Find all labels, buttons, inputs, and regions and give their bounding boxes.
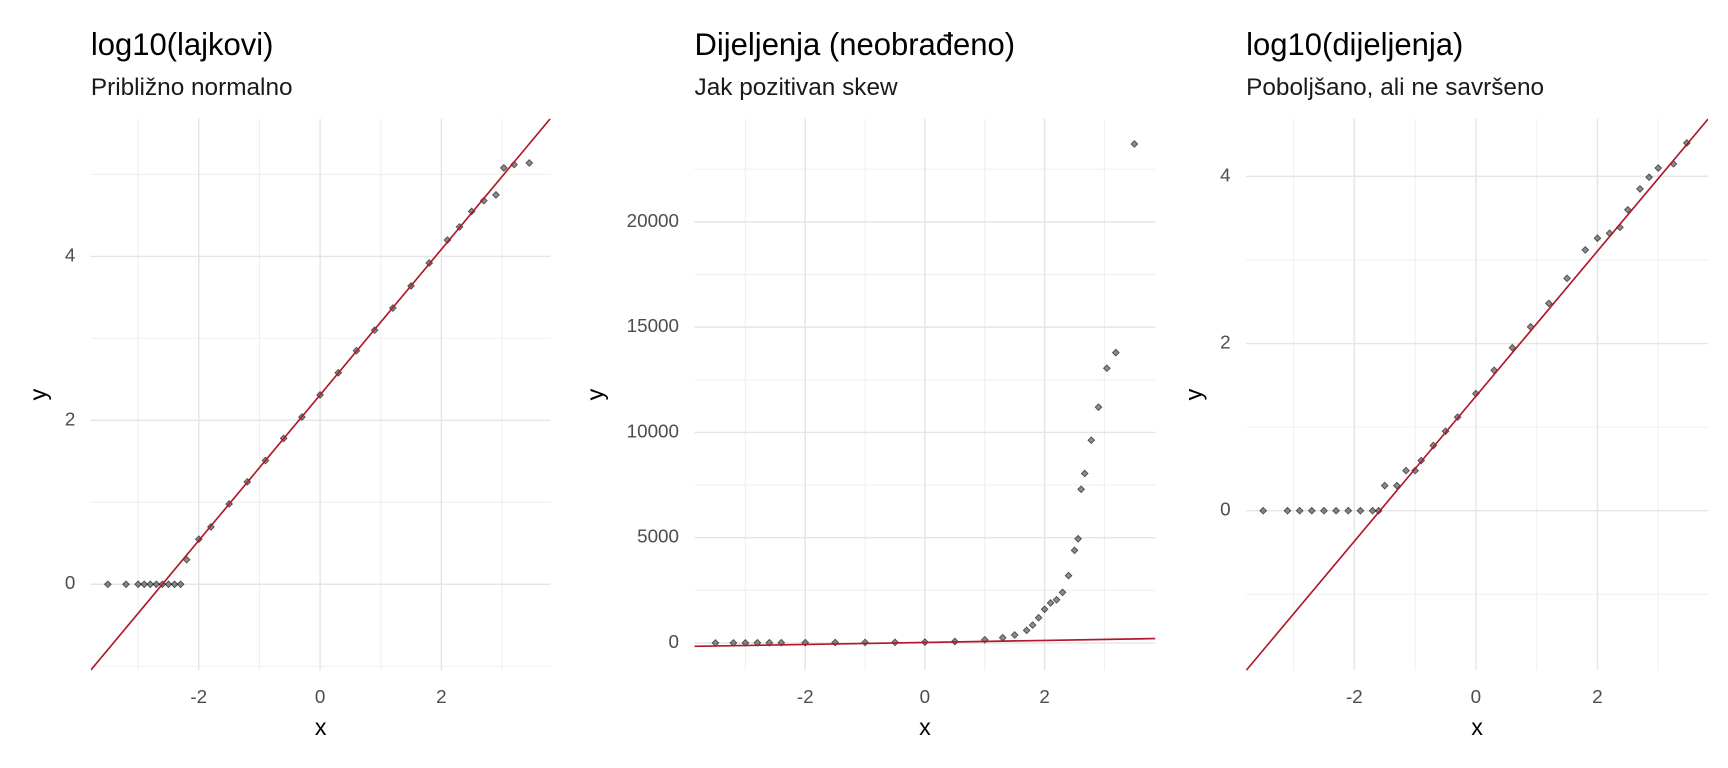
reference-line: [694, 637, 1156, 648]
x-axis-label: x: [1471, 714, 1483, 740]
y-axis-label: y: [1180, 388, 1206, 400]
qq-point: [1356, 506, 1365, 515]
x-tick-label: 0: [1471, 686, 1481, 707]
qq-point: [1064, 571, 1073, 580]
qq-point: [1283, 506, 1292, 515]
qq-point: [1332, 506, 1341, 515]
x-tick-label: -2: [1346, 686, 1363, 707]
x-axis-label: x: [315, 714, 327, 740]
x-tick-label: 2: [436, 686, 446, 707]
qq-point: [1368, 506, 1377, 515]
qq-point: [152, 580, 161, 589]
qq-point: [1130, 140, 1139, 148]
qq-point: [831, 638, 840, 647]
qq-point: [1593, 234, 1602, 243]
qq-point: [998, 633, 1007, 642]
qq-point: [1319, 506, 1328, 515]
qq-point: [1402, 466, 1410, 475]
qq-point: [1508, 343, 1517, 352]
qq-point: [1094, 403, 1103, 412]
x-tick-label: 0: [315, 686, 325, 707]
x-tick-label: -2: [190, 686, 207, 707]
qq-point: [1307, 506, 1316, 515]
y-axis-label: y: [582, 388, 608, 400]
qq-point: [1623, 205, 1632, 214]
qq-point: [980, 635, 989, 644]
qq-point: [1022, 626, 1031, 635]
panel: log10(lajkovi) Približno normalno -2 0 2 0 2 4 x…: [25, 27, 551, 740]
y-tick-label: 10000: [627, 420, 679, 441]
qq-point: [1077, 485, 1086, 494]
qq-point: [525, 159, 534, 167]
qq-point: [1080, 469, 1089, 478]
qq-point: [1259, 506, 1268, 515]
x-tick-label: 0: [920, 686, 930, 707]
qq-point: [1052, 595, 1061, 604]
qq-point: [1046, 599, 1055, 607]
y-tick-label: 4: [65, 244, 75, 265]
qq-point: [134, 580, 143, 589]
qq-point: [1010, 631, 1019, 639]
subtitle: Poboljšano, ali ne savršeno: [1246, 74, 1544, 101]
y-tick-label: 0: [1220, 499, 1230, 520]
qq-point: [1087, 436, 1096, 445]
reference-line: [90, 118, 551, 671]
qq-point: [1295, 506, 1304, 515]
y-tick-label: 2: [65, 408, 75, 429]
x-tick-label: 2: [1592, 686, 1602, 707]
y-axis-label: y: [25, 388, 51, 400]
x-tick-label: 2: [1039, 686, 1049, 707]
y-tick-label: 4: [1220, 164, 1230, 185]
qq-point: [122, 580, 130, 589]
qq-point: [1111, 348, 1120, 357]
qq-point: [1645, 173, 1654, 182]
qq-point: [1034, 613, 1043, 622]
title: Dijeljenja (neobrađeno): [695, 27, 1016, 62]
qq-point: [1344, 506, 1353, 515]
x-axis-label: x: [919, 714, 931, 740]
qq-point: [1380, 481, 1389, 490]
qq-point: [1654, 164, 1663, 172]
title: log10(lajkovi): [91, 27, 274, 62]
qq-point: [499, 163, 508, 172]
qq-point: [1581, 245, 1590, 254]
qq-point: [1563, 274, 1572, 283]
qq-point: [479, 196, 488, 205]
qq-point: [103, 580, 112, 589]
panel: log10(dijeljenja) Poboljšano, ali ne savr…: [1180, 27, 1709, 740]
y-tick-label: 2: [1220, 332, 1230, 353]
title: log10(dijeljenja): [1246, 27, 1463, 62]
qq-point: [1028, 621, 1037, 630]
qq-point: [164, 580, 173, 589]
y-tick-label: 5000: [637, 526, 679, 547]
y-tick-label: 15000: [627, 315, 679, 336]
qq-point: [176, 580, 185, 589]
panel: Dijeljenja (neobrađeno) Jak pozitivan ske…: [582, 27, 1156, 740]
y-tick-label: 0: [669, 631, 679, 652]
y-tick-label: 20000: [627, 210, 679, 231]
qq-point: [1070, 546, 1079, 555]
qq-point: [1544, 299, 1553, 308]
reference-line: [1246, 118, 1709, 671]
qq-point: [1102, 364, 1111, 373]
qq-point: [146, 580, 155, 589]
qq-point: [170, 580, 179, 589]
y-tick-label: 0: [65, 572, 75, 593]
qq-point: [1058, 588, 1067, 597]
subtitle: Približno normalno: [91, 74, 293, 101]
qq-point: [140, 580, 149, 589]
qq-point: [1040, 605, 1049, 614]
qq-point: [1074, 534, 1083, 543]
qq-point: [861, 638, 870, 647]
x-tick-label: -2: [797, 686, 814, 707]
subtitle: Jak pozitivan skew: [695, 74, 898, 101]
qq-point: [491, 190, 500, 199]
qq-point: [1411, 466, 1420, 475]
qq-point: [1636, 184, 1644, 193]
